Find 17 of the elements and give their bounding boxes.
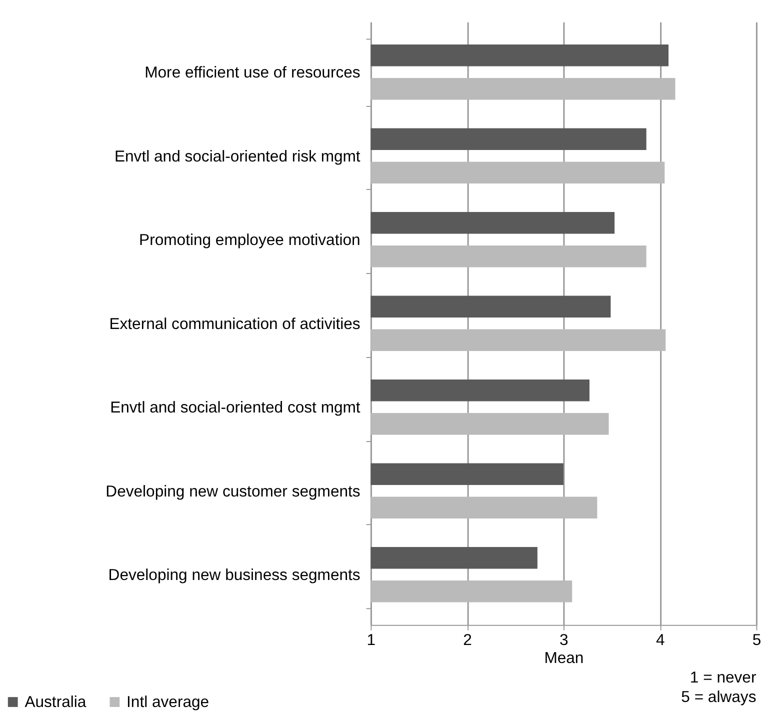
y-tick-label: Developing new business segments bbox=[108, 567, 360, 584]
x-axis-title: Mean bbox=[544, 650, 584, 667]
x-tick-label: 5 bbox=[752, 632, 762, 650]
legend-label: Intl average bbox=[126, 694, 210, 711]
y-tick-label: Promoting employee motivation bbox=[139, 232, 360, 250]
text: 5 = always bbox=[681, 689, 756, 706]
x-tick-label: 3 bbox=[560, 632, 569, 650]
y-tick-label: Envtl and social-oriented risk mgmt bbox=[114, 148, 361, 166]
text: 1 = never bbox=[690, 669, 756, 686]
x-tick-label: 2 bbox=[463, 632, 472, 650]
y-tick-label: External communication of activities bbox=[109, 316, 360, 333]
y-tick-label: More efficient use of resources bbox=[144, 64, 360, 82]
y-tick-label: Developing new customer segments bbox=[106, 483, 360, 500]
x-tick-label: 4 bbox=[656, 632, 665, 650]
legend-label: Australia bbox=[24, 694, 86, 711]
x-tick-label: 1 bbox=[366, 632, 376, 650]
y-tick-label: Envtl and social-oriented cost mgmt bbox=[110, 400, 361, 417]
